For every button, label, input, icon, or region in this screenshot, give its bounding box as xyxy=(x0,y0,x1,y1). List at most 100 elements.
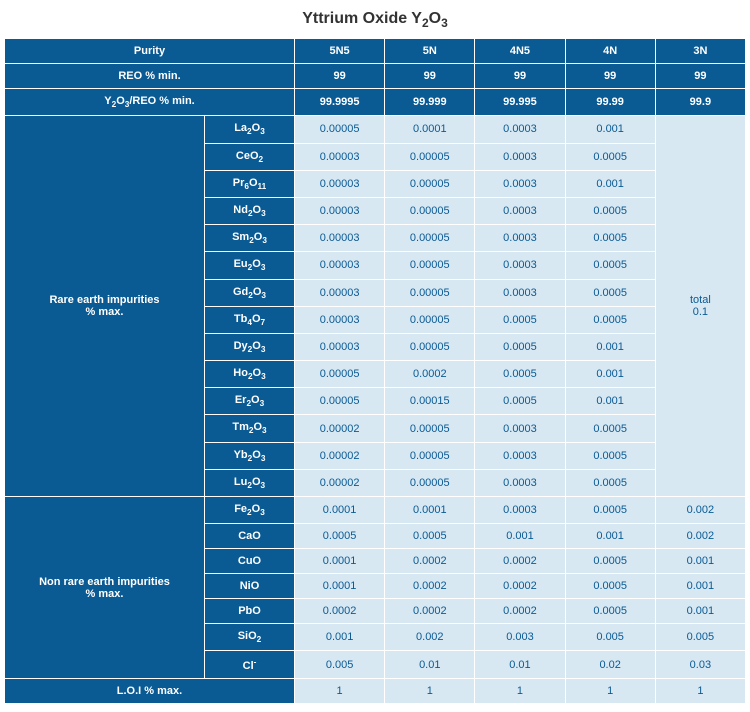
cell-value: 0.0002 xyxy=(475,599,565,624)
cell-value: 0.001 xyxy=(565,333,655,360)
formula-cell: Cl- xyxy=(205,651,295,679)
cell-value: 0.005 xyxy=(565,624,655,651)
cell-value: 0.00005 xyxy=(385,252,475,279)
cell-value: 0.0001 xyxy=(295,574,385,599)
formula-cell: CaO xyxy=(205,524,295,549)
spec-table: Purity5N55N4N54N3NREO % min.9999999999Y2… xyxy=(4,38,746,704)
cell-value: 0.0005 xyxy=(565,279,655,306)
cell-value: 0.0005 xyxy=(565,197,655,224)
formula-cell: Lu2O3 xyxy=(205,469,295,496)
cell-value: 0.00005 xyxy=(385,279,475,306)
cell-value: 0.001 xyxy=(565,116,655,143)
cell-value: 0.001 xyxy=(565,388,655,415)
cell-value: 0.00003 xyxy=(295,143,385,170)
cell-value: 0.001 xyxy=(655,599,745,624)
cell-value: 0.0005 xyxy=(565,252,655,279)
cell-value: 1 xyxy=(385,679,475,704)
cell-value: 0.002 xyxy=(655,524,745,549)
cell-value: 0.001 xyxy=(655,574,745,599)
page-title: Yttrium Oxide Y2O3 xyxy=(4,4,746,38)
formula-cell: PbO xyxy=(205,599,295,624)
cell-value: 0.00002 xyxy=(295,469,385,496)
cell-value: 0.0002 xyxy=(475,549,565,574)
cell-value: 0.00005 xyxy=(385,225,475,252)
cell-value: 99.9 xyxy=(655,89,745,116)
cell-value: 0.00005 xyxy=(385,415,475,442)
row-y2o3reo-label: Y2O3/REO % min. xyxy=(5,89,295,116)
header-purity: Purity xyxy=(5,39,295,64)
formula-cell: Fe2O3 xyxy=(205,497,295,524)
cell-value: 0.001 xyxy=(295,624,385,651)
header-grade: 5N xyxy=(385,39,475,64)
cell-value: 0.0003 xyxy=(475,143,565,170)
cell-value: 1 xyxy=(475,679,565,704)
cell-value: 0.00005 xyxy=(385,442,475,469)
cell-value: 99 xyxy=(385,64,475,89)
formula-cell: Gd2O3 xyxy=(205,279,295,306)
cell-value: 0.00003 xyxy=(295,197,385,224)
cell-value: 0.00005 xyxy=(385,197,475,224)
cell-value: 99 xyxy=(295,64,385,89)
nonrare-earth-label: Non rare earth impurities% max. xyxy=(5,497,205,679)
cell-value: 0.00005 xyxy=(385,170,475,197)
cell-value: 99.995 xyxy=(475,89,565,116)
cell-value: 0.02 xyxy=(565,651,655,679)
cell-value: 0.0002 xyxy=(385,549,475,574)
cell-value: 0.0005 xyxy=(565,143,655,170)
cell-value: 99.99 xyxy=(565,89,655,116)
cell-value: 0.0003 xyxy=(475,442,565,469)
formula-cell: Dy2O3 xyxy=(205,333,295,360)
cell-value: 0.00003 xyxy=(295,252,385,279)
cell-value: 0.0002 xyxy=(385,574,475,599)
cell-value: 0.0001 xyxy=(295,497,385,524)
cell-value: 0.002 xyxy=(655,497,745,524)
cell-value: 0.00003 xyxy=(295,306,385,333)
formula-cell: NiO xyxy=(205,574,295,599)
formula-cell: Er2O3 xyxy=(205,388,295,415)
cell-value: 0.0003 xyxy=(475,469,565,496)
cell-value: 0.0003 xyxy=(475,225,565,252)
cell-value: 99 xyxy=(475,64,565,89)
formula-cell: Eu2O3 xyxy=(205,252,295,279)
formula-cell: Ho2O3 xyxy=(205,361,295,388)
cell-value: 0.00002 xyxy=(295,415,385,442)
cell-value: 0.00002 xyxy=(295,442,385,469)
cell-value: 0.0003 xyxy=(475,170,565,197)
cell-value: 0.0003 xyxy=(475,415,565,442)
cell-value: 0.00005 xyxy=(295,116,385,143)
cell-value: 0.001 xyxy=(475,524,565,549)
formula-cell: Sm2O3 xyxy=(205,225,295,252)
cell-value: 0.0005 xyxy=(565,306,655,333)
cell-value: 0.0001 xyxy=(295,549,385,574)
formula-cell: Nd2O3 xyxy=(205,197,295,224)
formula-cell: Tm2O3 xyxy=(205,415,295,442)
cell-value: 0.00005 xyxy=(385,306,475,333)
cell-value: 0.0005 xyxy=(565,549,655,574)
cell-value: 0.0005 xyxy=(475,361,565,388)
cell-value: 0.001 xyxy=(655,549,745,574)
cell-value: 99 xyxy=(565,64,655,89)
cell-value: 0.0002 xyxy=(475,574,565,599)
cell-value: 0.0001 xyxy=(385,497,475,524)
formula-cell: CuO xyxy=(205,549,295,574)
cell-value: 0.0003 xyxy=(475,116,565,143)
formula-cell: Tb4O7 xyxy=(205,306,295,333)
header-grade: 4N5 xyxy=(475,39,565,64)
cell-value: 0.001 xyxy=(565,524,655,549)
cell-value: 0.0002 xyxy=(385,599,475,624)
cell-value: 0.0003 xyxy=(475,497,565,524)
cell-value: 0.00003 xyxy=(295,279,385,306)
cell-value: 0.0002 xyxy=(385,361,475,388)
title-text: Yttrium Oxide Y xyxy=(302,10,422,27)
cell-value: 0.0003 xyxy=(475,252,565,279)
cell-value: 0.005 xyxy=(295,651,385,679)
cell-value: 0.005 xyxy=(655,624,745,651)
row-loi-label: L.O.I % max. xyxy=(5,679,295,704)
rare-total-cell: total0.1 xyxy=(655,116,745,497)
cell-value: 0.03 xyxy=(655,651,745,679)
formula-cell: La2O3 xyxy=(205,116,295,143)
cell-value: 0.0005 xyxy=(475,333,565,360)
formula-cell: Pr6O11 xyxy=(205,170,295,197)
cell-value: 0.00005 xyxy=(385,469,475,496)
header-grade: 3N xyxy=(655,39,745,64)
